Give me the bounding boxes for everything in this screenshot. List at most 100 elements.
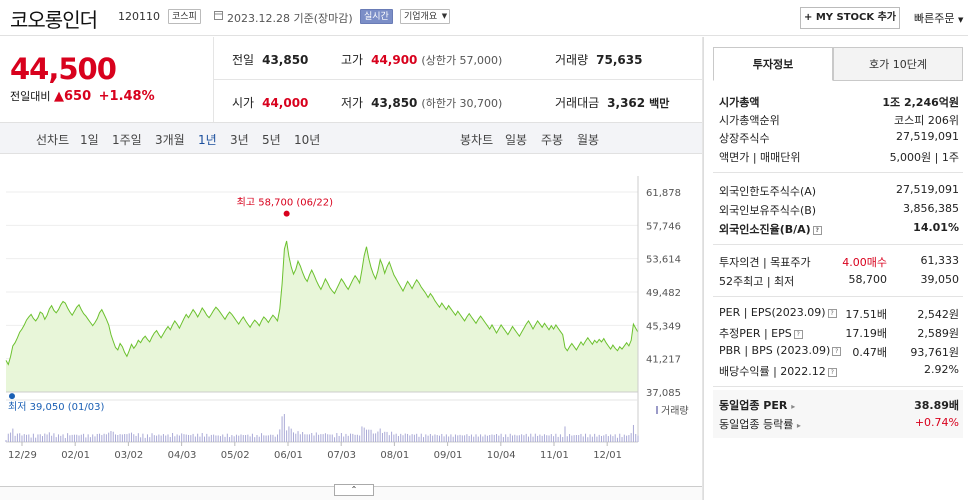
- volume-bar: [304, 434, 306, 442]
- collapse-chart-button[interactable]: ⌃: [334, 484, 374, 496]
- volume-bar: [543, 434, 545, 442]
- divider: [713, 386, 963, 387]
- volume-bar: [140, 437, 142, 442]
- quick-order-link[interactable]: 빠른주문 ▼: [914, 12, 964, 25]
- calendar-icon: [214, 11, 223, 20]
- volume-bar: [596, 436, 598, 442]
- volume-bar: [391, 431, 393, 442]
- tab-monthly[interactable]: 월봉: [577, 133, 600, 147]
- volume-bar: [603, 435, 605, 442]
- volume-bar: [527, 436, 529, 442]
- divider: [713, 296, 963, 297]
- volume-bar: [73, 434, 75, 442]
- volume-bar: [432, 435, 434, 442]
- volume-bar: [493, 434, 495, 442]
- chevron-right-icon: ▸: [796, 421, 801, 430]
- volume-bar: [461, 435, 463, 442]
- volume-bar: [509, 433, 511, 442]
- add-my-stock-button[interactable]: + MY STOCK 추가: [800, 7, 900, 29]
- volume-bar: [48, 432, 50, 442]
- volume-bar: [445, 434, 447, 442]
- tab-hoga-10[interactable]: 호가 10단계: [833, 47, 963, 81]
- volume-bar: [580, 433, 582, 442]
- tab-range-3m[interactable]: 3개월: [155, 133, 185, 147]
- volume-bar: [336, 433, 338, 442]
- volume-bar: [103, 433, 105, 442]
- volume-bar: [564, 426, 566, 442]
- volume-bar: [272, 434, 274, 442]
- info-icon[interactable]: ?: [827, 367, 837, 377]
- tab-daily[interactable]: 일봉: [505, 133, 528, 147]
- volume-bar: [505, 434, 507, 442]
- volume-bar: [261, 433, 263, 442]
- tab-range-1d[interactable]: 1일: [80, 133, 99, 147]
- volume-bar: [477, 436, 479, 442]
- change-value: 650: [63, 89, 92, 104]
- x-tick-label: 12/01: [593, 450, 622, 461]
- realtime-badge[interactable]: 실시간: [360, 9, 393, 24]
- volume-bar: [311, 433, 313, 442]
- company-overview-dropdown[interactable]: 기업개요 ▼: [400, 9, 451, 24]
- volume-bar: [245, 435, 247, 442]
- volume-bar: [203, 436, 205, 442]
- volume-bar: [267, 435, 269, 442]
- volume-bar: [94, 436, 96, 442]
- volume-bar: [452, 436, 454, 442]
- volume-bar: [197, 433, 199, 442]
- volume-bar: [605, 434, 607, 442]
- volume-bar: [429, 433, 431, 442]
- volume-bar: [411, 434, 413, 442]
- volume-bar: [377, 431, 379, 442]
- tab-range-1y[interactable]: 1년: [198, 133, 217, 147]
- y-tick-label: 53,614: [646, 255, 681, 266]
- volume-bar: [559, 434, 561, 442]
- tab-weekly[interactable]: 주봉: [541, 133, 564, 147]
- change-label: 전일대비: [10, 90, 51, 103]
- volume-bar: [62, 434, 64, 442]
- volume-bar: [16, 433, 18, 442]
- info-icon[interactable]: ?: [827, 308, 837, 318]
- tab-range-5y[interactable]: 5년: [262, 133, 281, 147]
- volume-bar: [178, 435, 180, 442]
- quote-date: 2023.12.28 기준(장마감): [227, 12, 353, 25]
- volume-bar: [288, 426, 290, 442]
- volume-bar: [78, 435, 80, 442]
- tab-range-3y[interactable]: 3년: [230, 133, 249, 147]
- volume-bar: [361, 426, 363, 442]
- trade-amount: 거래대금 3,362 백만: [555, 96, 670, 110]
- volume-bar: [489, 435, 491, 442]
- volume-bar: [482, 436, 484, 442]
- volume-bar: [258, 436, 260, 442]
- y-tick-label: 49,482: [646, 288, 681, 299]
- volume-bar: [263, 435, 265, 442]
- volume-bar: [137, 433, 139, 442]
- x-tick-label: 02/01: [61, 450, 90, 461]
- volume-bar: [256, 435, 258, 442]
- volume-bar: [35, 437, 37, 442]
- low-annotation: 최저 39,050 (01/03): [8, 401, 104, 413]
- volume-bar: [302, 432, 304, 442]
- y-tick-label: 45,349: [646, 321, 681, 332]
- volume-bar: [600, 435, 602, 442]
- volume-bar: [454, 434, 456, 442]
- volume-bar: [183, 434, 185, 442]
- tab-range-10y[interactable]: 10년: [294, 133, 321, 147]
- volume-bar: [69, 435, 71, 442]
- volume-bar: [587, 437, 589, 442]
- volume-bar: [546, 435, 548, 442]
- current-price: 44,500: [10, 52, 117, 86]
- volume-bar: [23, 434, 25, 442]
- volume-bar: [498, 435, 500, 442]
- volume-bar: [500, 433, 502, 442]
- info-icon[interactable]: ?: [812, 225, 822, 235]
- volume-bar: [124, 434, 126, 442]
- volume-bar: [46, 434, 48, 442]
- info-icon[interactable]: ?: [832, 346, 842, 356]
- info-icon[interactable]: ?: [793, 329, 803, 339]
- volume-bar: [450, 434, 452, 442]
- tab-range-1w[interactable]: 1주일: [112, 133, 142, 147]
- volume-bar: [516, 435, 518, 442]
- tab-investment-info[interactable]: 투자정보: [713, 47, 833, 81]
- prev-close: 전일 43,850: [232, 53, 309, 67]
- volume-bar: [192, 433, 194, 442]
